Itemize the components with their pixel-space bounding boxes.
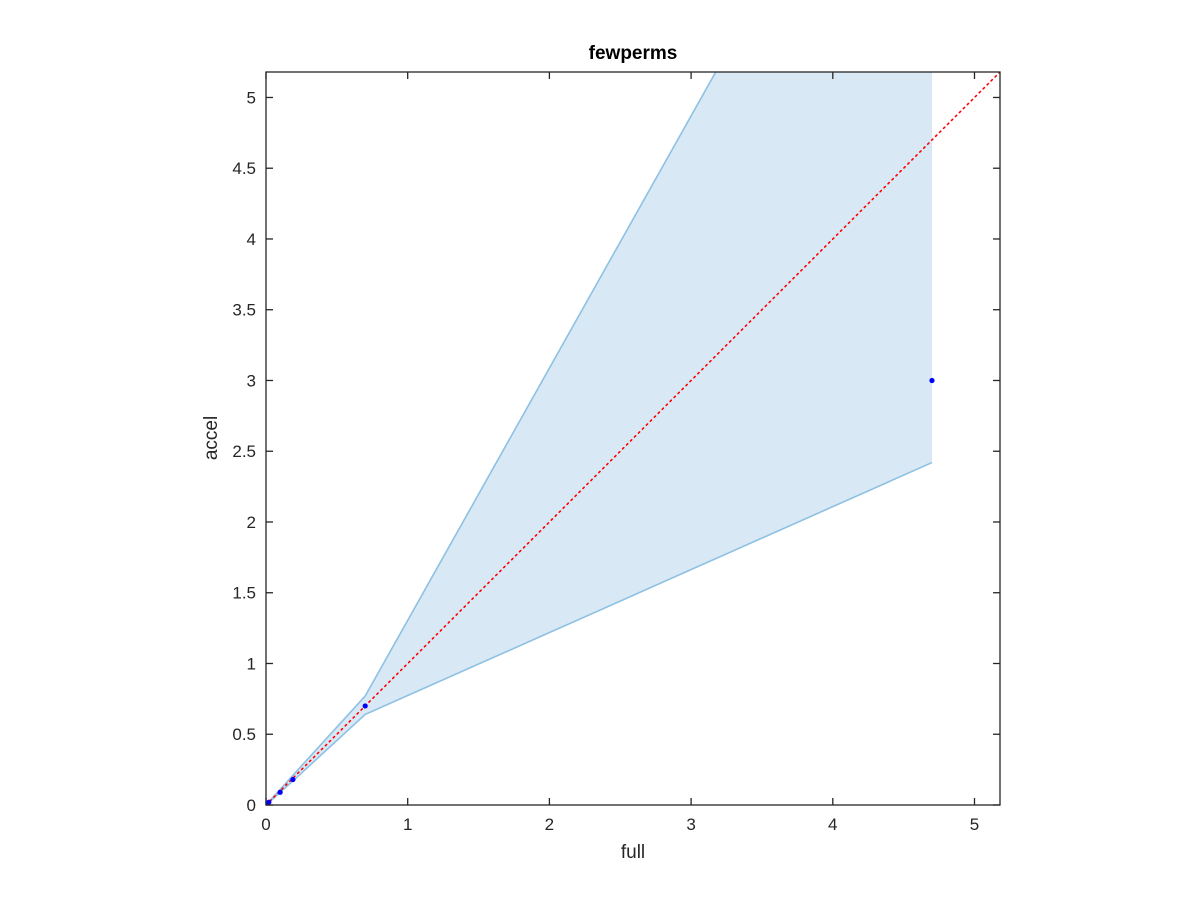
- plot-area: [266, 72, 1000, 805]
- y-tick-label: 4.5: [232, 159, 256, 178]
- data-point: [290, 776, 296, 783]
- x-tick-label: 2: [545, 815, 554, 834]
- chart-title: fewperms: [589, 43, 678, 64]
- y-tick-label: 5: [247, 88, 256, 107]
- x-axis-label: full: [621, 842, 645, 863]
- data-point: [277, 789, 283, 795]
- x-tick-label: 5: [970, 815, 979, 834]
- y-tick-label: 4: [247, 230, 256, 249]
- y-tick-label: 3.5: [232, 301, 256, 320]
- x-axis-ticks: 0 1 2 3 4 5: [261, 72, 979, 834]
- y-tick-label: 2: [247, 513, 256, 532]
- reference-line: [266, 72, 1000, 805]
- confidence-band: [266, 72, 933, 805]
- y-axis-label: accel: [201, 416, 222, 460]
- y-tick-label: 0.5: [232, 725, 256, 744]
- identity-line: [266, 72, 1000, 805]
- y-tick-label: 1: [247, 654, 256, 673]
- data-point: [362, 703, 368, 709]
- y-tick-label: 3: [247, 371, 256, 390]
- data-point: [266, 799, 272, 805]
- x-tick-label: 4: [828, 815, 837, 834]
- y-tick-label: 2.5: [232, 442, 256, 461]
- data-point: [929, 377, 935, 384]
- axes-box: [265, 71, 1001, 806]
- x-tick-label: 3: [686, 815, 695, 834]
- y-tick-label: 1.5: [232, 584, 256, 603]
- data-points: [266, 377, 935, 805]
- x-tick-label: 1: [403, 815, 412, 834]
- x-tick-label: 0: [261, 815, 270, 834]
- y-tick-label: 0: [247, 796, 256, 815]
- y-axis-ticks: 0 0.5 1 1.5 2 2.5 3 3.5 4 4.5 5: [232, 88, 1000, 815]
- band-fill: [266, 72, 932, 805]
